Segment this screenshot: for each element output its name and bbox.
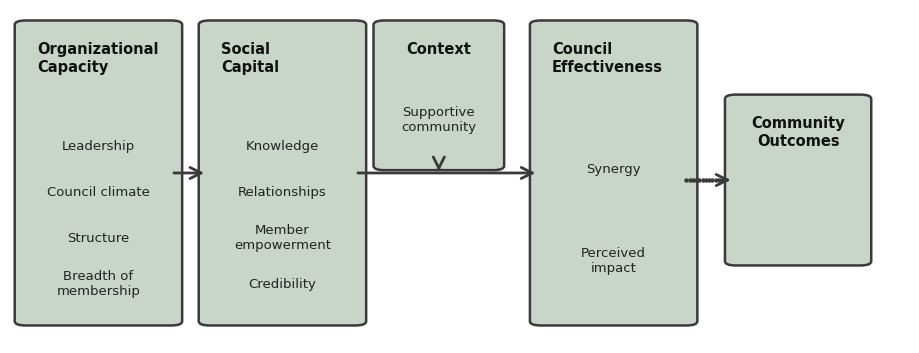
FancyBboxPatch shape (373, 20, 504, 170)
Text: Council climate: Council climate (47, 186, 150, 199)
Text: Synergy: Synergy (585, 163, 641, 176)
Text: Council
Effectiveness: Council Effectiveness (551, 42, 663, 75)
Text: Leadership: Leadership (62, 140, 135, 153)
Text: Knowledge: Knowledge (245, 140, 319, 153)
Text: Breadth of
membership: Breadth of membership (56, 270, 141, 298)
Text: Social
Capital: Social Capital (221, 42, 278, 75)
Text: Member
empowerment: Member empowerment (233, 224, 331, 252)
Text: Supportive
community: Supportive community (401, 106, 476, 134)
Text: Context: Context (406, 42, 471, 57)
Text: Community
Outcomes: Community Outcomes (751, 116, 844, 149)
Text: Perceived
impact: Perceived impact (581, 247, 645, 275)
FancyBboxPatch shape (199, 20, 366, 325)
FancyBboxPatch shape (724, 95, 870, 265)
Text: Relationships: Relationships (238, 186, 326, 199)
Text: Organizational
Capacity: Organizational Capacity (37, 42, 158, 75)
Text: Structure: Structure (67, 232, 130, 245)
FancyBboxPatch shape (529, 20, 697, 325)
FancyBboxPatch shape (15, 20, 182, 325)
Text: Credibility: Credibility (248, 278, 316, 291)
